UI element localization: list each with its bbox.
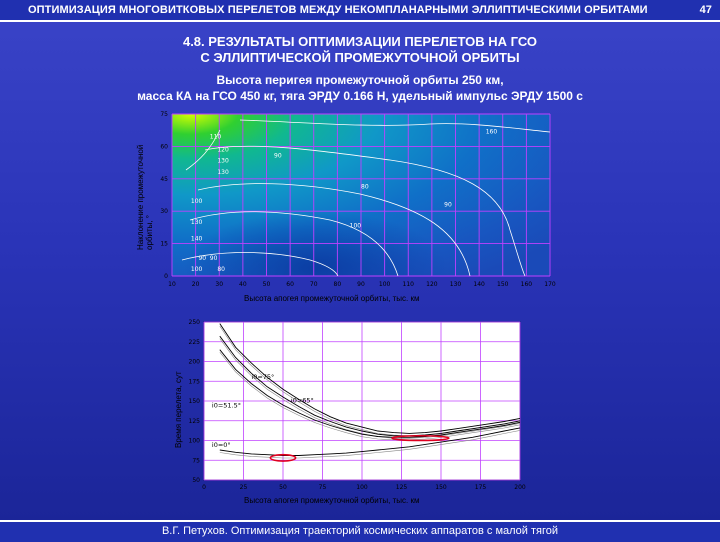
line-series-path (219, 323, 521, 434)
contour-ytick: 60 (160, 143, 168, 150)
contour-xtick: 160 (521, 281, 533, 288)
slide-title-line2: С ЭЛЛИПТИЧЕСКОЙ ПРОМЕЖУТОЧНОЙ ОРБИТЫ (200, 50, 520, 65)
line-ytick: 100 (189, 438, 201, 445)
line-ytick: 175 (189, 378, 201, 385)
line-svg: i0=75° i0=65° i0=51.5° i0=0° 0 25 50 75 100 125 1… (189, 319, 526, 491)
contour-xtick: 110 (403, 281, 415, 288)
line-annotation: i0=51.5° (212, 401, 241, 409)
line-annotation: i0=75° (251, 373, 274, 381)
contour-xtick: 120 (426, 281, 438, 288)
contour-label: 100 (191, 266, 203, 273)
line-chart: i0=75° i0=65° i0=51.5° i0=0° 0 25 50 75 100 125 1… (170, 318, 530, 518)
line-xtick: 150 (435, 484, 447, 491)
page-number: 47 (699, 4, 712, 16)
contour-label: 90 (198, 255, 206, 262)
contour-label: 160 (486, 128, 498, 135)
contour-line (204, 145, 526, 277)
contour-xtick: 60 (286, 281, 294, 288)
contour-xtick: 130 (450, 281, 462, 288)
line-xtick: 25 (240, 484, 248, 491)
contour-xtick: 90 (357, 281, 365, 288)
slide-subtitle-line1: Высота перигея промежуточной орбиты 250 … (216, 73, 504, 87)
contour-ytick: 30 (160, 208, 168, 215)
contour-label: 120 (217, 146, 229, 153)
contour-label: 140 (191, 235, 203, 242)
contour-xtick: 10 (168, 281, 176, 288)
contour-chart: 10 20 30 40 50 60 70 80 90 100 110 120 130 140 150 160 1… (130, 110, 560, 310)
header-title: ОПТИМИЗАЦИЯ МНОГОВИТКОВЫХ ПЕРЕЛЕТОВ МЕЖД… (28, 4, 648, 16)
contour-label: 90 (444, 201, 452, 208)
line-xtick: 50 (279, 484, 287, 491)
contour-line (185, 129, 221, 171)
line-xlabel: Высота апогея промежуточной орбиты, тыс.… (244, 496, 420, 505)
line-series-shadow (219, 352, 521, 441)
contour-label: 80 (361, 184, 369, 191)
contour-label: 100 (350, 222, 362, 229)
contour-line (189, 211, 399, 277)
contour-label: 90 (210, 255, 218, 262)
contour-xtick: 70 (310, 281, 318, 288)
line-xtick: 200 (514, 484, 526, 491)
contour-ytick: 15 (160, 241, 168, 248)
contour-xtick: 170 (544, 281, 556, 288)
contour-line (239, 119, 551, 133)
contour-line (181, 252, 339, 277)
contour-svg: 10 20 30 40 50 60 70 80 90 100 110 120 130 140 150 160 1… (160, 111, 556, 288)
contour-line (197, 183, 471, 277)
line-highlight-ellipse (269, 453, 297, 462)
contour-xlabel: Высота апогея промежуточной орбиты, тыс.… (244, 294, 420, 303)
contour-xtick: 150 (497, 281, 509, 288)
contour-xtick: 30 (215, 281, 223, 288)
contour-xtick: 40 (239, 281, 247, 288)
line-series-path (219, 335, 521, 437)
line-xtick: 100 (356, 484, 368, 491)
contour-label: 130 (191, 219, 203, 226)
contour-label: 90 (274, 153, 282, 160)
contour-ytick: 75 (160, 111, 168, 118)
contour-label: 130 (217, 169, 229, 176)
contour-label: 130 (217, 158, 229, 165)
line-ylabel: Время перелета, сут (174, 371, 183, 448)
contour-xtick: 80 (334, 281, 342, 288)
contour-xtick: 20 (192, 281, 200, 288)
line-ytick: 75 (192, 457, 200, 464)
contour-label: 100 (191, 198, 203, 205)
line-ytick: 125 (189, 418, 201, 425)
line-highlight-ellipse (391, 434, 450, 442)
contour-xtick: 50 (263, 281, 271, 288)
line-ytick: 150 (189, 398, 201, 405)
slide-subtitle-line2: масса КА на ГСО 450 кг, тяга ЭРДУ 0.166 … (137, 89, 583, 103)
contour-xtick: 140 (473, 281, 485, 288)
line-annotation: i0=0° (212, 441, 231, 449)
line-ytick: 225 (189, 339, 201, 346)
contour-ytick: 45 (160, 176, 168, 183)
contour-ytick: 0 (164, 273, 168, 280)
line-xtick: 0 (202, 484, 206, 491)
line-ytick: 200 (189, 359, 201, 366)
contour-xtick: 100 (379, 281, 391, 288)
line-xtick: 75 (319, 484, 327, 491)
line-series-path (219, 427, 521, 456)
line-ytick: 50 (192, 477, 200, 484)
contour-label: 80 (217, 266, 225, 273)
line-xtick: 125 (396, 484, 408, 491)
contour-label: 110 (210, 133, 222, 140)
footer-text: В.Г. Петухов. Оптимизация траекторий кос… (161, 525, 559, 537)
line-xtick: 175 (475, 484, 487, 491)
slide-footer: В.Г. Петухов. Оптимизация траекторий кос… (0, 520, 720, 542)
line-annotation: i0=65° (291, 397, 314, 405)
line-series-path (219, 349, 521, 438)
line-ytick: 250 (189, 319, 201, 326)
slide-header: ОПТИМИЗАЦИЯ МНОГОВИТКОВЫХ ПЕРЕЛЕТОВ МЕЖД… (0, 0, 720, 22)
contour-ylabel: Наклонение промежуточной орбиты, ° (136, 144, 154, 250)
slide-title-line1: 4.8. РЕЗУЛЬТАТЫ ОПТИМИЗАЦИИ ПЕРЕЛЕТОВ НА… (182, 34, 538, 49)
